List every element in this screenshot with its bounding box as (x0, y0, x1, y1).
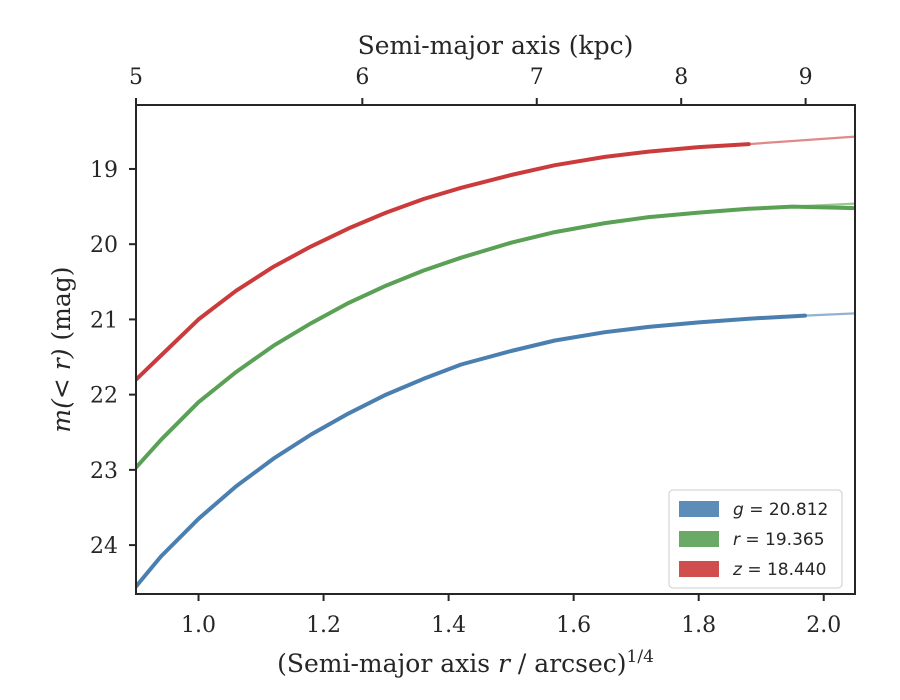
x-axis-title-pre: (Semi-major axis (277, 649, 498, 678)
series-line-2 (136, 142, 751, 382)
x-tick-label: 2.0 (806, 613, 841, 638)
top-axis-title: Semi-major axis (kpc) (358, 31, 634, 60)
series-extension-2 (747, 135, 855, 146)
y-axis-ticks: 19 20 21 22 23 24 (90, 158, 136, 559)
y-tick-label: 21 (90, 308, 118, 333)
series-line-1 (136, 204, 855, 470)
legend-label: z = 18.440 (732, 560, 826, 580)
legend: g = 20.812 r = 19.365 z = 18.440 (668, 489, 843, 589)
plot-frame (135, 104, 856, 595)
x-tick-label: 1.2 (306, 613, 341, 638)
y-tick-label: 23 (90, 459, 118, 484)
top-tick-label: 6 (355, 65, 369, 90)
top-tick-label: 5 (129, 65, 143, 90)
x-axis-title: (Semi-major axis r / arcsec)1/4 (277, 647, 654, 678)
x-axis-title-var: r (498, 649, 512, 678)
y-axis-title: m(< r) (mag) (47, 266, 76, 432)
x-tick-label: 1.6 (556, 613, 591, 638)
top-tick-label: 8 (674, 65, 688, 90)
series-extension-0 (803, 312, 855, 317)
y-axis-title-var: m(< r) (47, 349, 76, 433)
legend-label: g = 20.812 (733, 500, 828, 520)
series-line-0 (136, 313, 807, 589)
top-axis-ticks: 567891011 (129, 65, 813, 105)
x-axis-title-post: / arcsec) (510, 649, 627, 678)
top-tick-label: 7 (530, 65, 544, 90)
x-tick-label: 1.8 (681, 613, 716, 638)
x-axis-ticks: 1.0 1.2 1.4 1.6 1.8 2.0 (181, 594, 841, 638)
series-curves (136, 135, 855, 589)
y-tick-label: 20 (90, 233, 118, 258)
top-tick-label: 9 (799, 65, 813, 90)
legend-swatch (679, 561, 719, 577)
y-axis-title-unit: (mag) (47, 266, 76, 348)
x-tick-label: 1.4 (431, 613, 466, 638)
x-tick-label: 1.0 (181, 613, 216, 638)
legend-label: r = 19.365 (733, 530, 825, 550)
legend-swatch (679, 531, 719, 547)
x-axis-title-exponent: 1/4 (627, 647, 654, 667)
y-tick-label: 24 (90, 534, 118, 559)
legend-swatch (679, 501, 719, 517)
y-tick-label: 22 (90, 384, 118, 409)
y-tick-label: 19 (90, 158, 118, 183)
